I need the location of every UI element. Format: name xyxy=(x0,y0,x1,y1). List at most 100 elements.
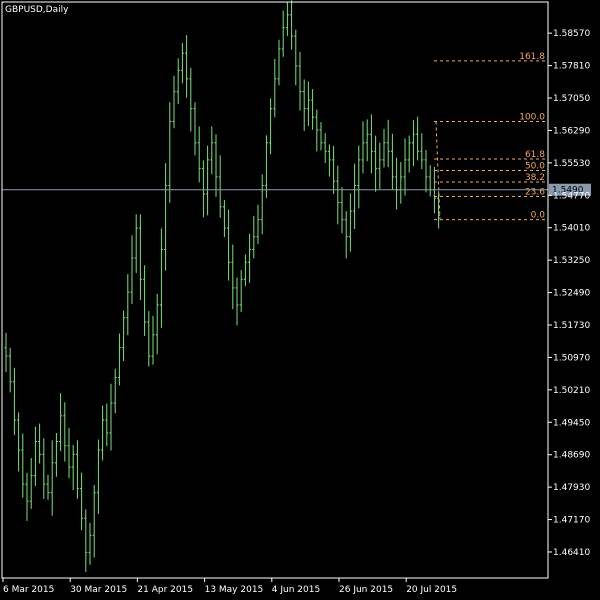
date-tick: 4 Jun 2015 xyxy=(271,578,320,595)
price-tick-label: 1.55530 xyxy=(553,159,590,169)
price-bar xyxy=(21,433,25,498)
price-bar xyxy=(201,160,205,218)
price-bar xyxy=(126,274,130,336)
price-bar xyxy=(348,193,352,252)
fibonacci-level[interactable]: 0.0 xyxy=(434,211,547,221)
price-tick-label: 1.52490 xyxy=(553,289,590,299)
date-tick: 20 Jul 2015 xyxy=(405,578,457,595)
price-tick: 1.54010 xyxy=(548,224,590,234)
price-bar xyxy=(75,440,79,499)
date-tick-label: 6 Mar 2015 xyxy=(3,585,54,595)
price-tick: 1.47930 xyxy=(548,483,590,493)
price-bar xyxy=(306,81,310,126)
price-bar xyxy=(315,109,319,152)
price-tick: 1.46410 xyxy=(548,548,590,558)
fibonacci-level-label: 23.6 xyxy=(525,188,545,198)
price-tick: 1.50210 xyxy=(548,386,590,396)
fibonacci-trend-line[interactable] xyxy=(435,121,441,220)
price-tick: 1.58570 xyxy=(548,29,590,39)
fibonacci-level[interactable]: 61.8 xyxy=(434,150,547,160)
price-bar xyxy=(88,522,92,565)
fibonacci-level-label: 61.8 xyxy=(525,150,545,160)
price-bar xyxy=(80,472,84,531)
price-tick-label: 1.47930 xyxy=(553,483,590,493)
fibonacci-level[interactable]: 161.8 xyxy=(434,52,547,62)
price-bar xyxy=(361,121,365,174)
price-bar xyxy=(122,310,126,362)
price-bar xyxy=(130,235,134,305)
price-bar xyxy=(407,135,411,173)
price-bar xyxy=(92,484,96,558)
price-bar xyxy=(172,75,176,129)
price-bar xyxy=(243,254,247,287)
price-bar xyxy=(151,315,155,365)
price-bar xyxy=(134,214,138,273)
price-tick: 1.55530 xyxy=(548,159,590,169)
price-bar xyxy=(210,126,214,175)
fibonacci-level[interactable]: 100.0 xyxy=(434,112,547,122)
price-tick: 1.48690 xyxy=(548,451,590,461)
price-bar xyxy=(147,311,151,367)
price-bar xyxy=(239,270,243,312)
price-axis[interactable]: 1.58570 1.57810 1.57050 1.56290 1.55530 1.547… xyxy=(548,29,590,558)
price-tick-label: 1.50210 xyxy=(553,386,590,396)
price-bar xyxy=(269,98,273,155)
price-bar xyxy=(374,135,378,192)
price-bar xyxy=(38,423,42,464)
fibonacci-level[interactable]: 38.2 xyxy=(434,173,547,183)
price-tick: 1.51730 xyxy=(548,321,590,331)
date-tick-label: 20 Jul 2015 xyxy=(406,585,457,595)
price-bar xyxy=(369,114,373,174)
date-tick: 30 Mar 2015 xyxy=(69,578,127,595)
current-price-label: 1.5490 xyxy=(552,186,584,196)
price-bar xyxy=(403,138,407,196)
current-price-badge: 1.5490 xyxy=(549,183,591,196)
price-bar xyxy=(46,474,50,500)
fibonacci-level[interactable]: 23.6 xyxy=(434,188,547,198)
price-bar xyxy=(323,133,327,163)
price-bar xyxy=(235,277,239,326)
price-bar xyxy=(71,444,75,491)
price-bar xyxy=(159,228,163,328)
price-bar xyxy=(273,58,277,118)
fibonacci-level[interactable]: 50.0 xyxy=(434,162,547,172)
price-bar xyxy=(67,427,71,479)
price-bar xyxy=(437,191,441,229)
price-bar xyxy=(311,89,315,130)
price-tick-label: 1.49450 xyxy=(553,418,590,428)
price-bar xyxy=(185,35,189,98)
fibonacci-level-label: 38.2 xyxy=(525,173,545,183)
price-tick-label: 1.50970 xyxy=(553,353,590,363)
price-bar xyxy=(63,402,67,462)
price-bar xyxy=(155,293,159,355)
price-bar xyxy=(143,265,147,336)
fibonacci-level-label: 100.0 xyxy=(519,112,545,122)
price-bar xyxy=(231,244,235,310)
price-bar xyxy=(285,1,289,36)
date-tick-label: 13 May 2015 xyxy=(205,585,264,595)
price-bar xyxy=(336,165,340,225)
date-tick-label: 21 Apr 2015 xyxy=(137,585,193,595)
price-bar xyxy=(42,438,46,499)
price-bar xyxy=(189,67,193,132)
price-bar xyxy=(252,215,256,259)
price-bar xyxy=(4,332,8,373)
fibonacci-retracement[interactable]: 161.8 100.0 61.8 50.038.2 23.6 0.0 xyxy=(434,52,547,221)
price-bar xyxy=(54,433,58,477)
price-tick-label: 1.54010 xyxy=(553,224,590,234)
price-bar xyxy=(332,145,336,195)
price-bar xyxy=(420,133,424,170)
price-bar xyxy=(29,457,33,509)
price-bar xyxy=(222,199,226,238)
date-tick: 21 Apr 2015 xyxy=(136,578,193,595)
price-bar xyxy=(340,187,344,234)
price-tick-label: 1.53250 xyxy=(553,256,590,266)
time-axis[interactable]: 6 Mar 2015 30 Mar 2015 21 Apr 2015 13 May 2… xyxy=(2,578,457,595)
price-bar xyxy=(113,368,117,414)
price-bar xyxy=(105,403,109,447)
price-bar xyxy=(227,209,231,281)
price-bar xyxy=(298,51,302,111)
price-bar xyxy=(96,439,100,515)
